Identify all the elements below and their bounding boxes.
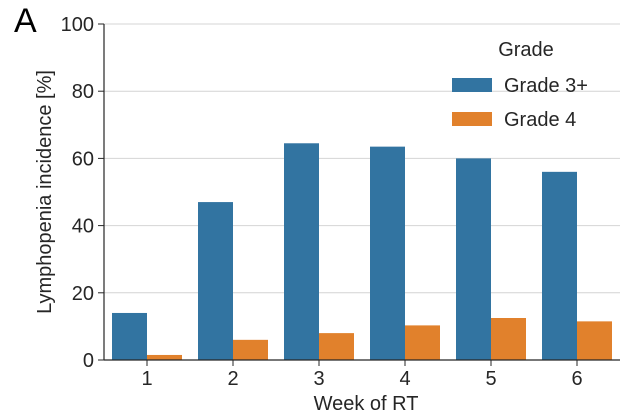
bar-grade4-week2: [233, 339, 268, 360]
y-tick-label: 60: [72, 148, 94, 170]
bar-grade4-week6: [577, 321, 612, 360]
y-axis-label: Lymphopenia incidence [%]: [34, 70, 56, 314]
bar-grade4-week4: [405, 325, 440, 360]
legend-label: Grade 3+: [504, 75, 588, 97]
y-tick-label: 0: [83, 350, 94, 372]
legend: Grade Grade 3+ Grade 4: [452, 39, 588, 131]
x-tick-label: 5: [485, 368, 496, 390]
legend-title: Grade: [498, 39, 554, 61]
x-axis-label: Week of RT: [314, 393, 419, 415]
legend-swatch: [452, 78, 492, 92]
x-tick-label: 1: [141, 368, 152, 390]
x-tick-label: 3: [313, 368, 324, 390]
x-tick-label: 6: [571, 368, 582, 390]
y-tick-label: 100: [61, 14, 94, 36]
bar-grade3plus-week5: [456, 158, 491, 360]
bars: [112, 143, 612, 360]
axes: 0 20 40 60 80 100 1 2 3 4 5 6 Week of RT Lymphopenia …: [34, 14, 620, 415]
legend-swatch: [452, 112, 492, 126]
bar-grade3plus-week2: [198, 202, 233, 360]
gridlines: [104, 23, 620, 294]
y-tick-label: 40: [72, 216, 94, 238]
bar-grade4-week1: [147, 354, 182, 360]
bar-grade3plus-week1: [112, 312, 147, 360]
bar-grade3plus-week3: [284, 143, 319, 360]
bar-grade3plus-week6: [542, 171, 577, 360]
x-tick-label: 2: [227, 368, 238, 390]
bar-grade4-week5: [491, 318, 526, 360]
y-tick-label: 20: [72, 283, 94, 305]
bar-grade3plus-week4: [370, 146, 405, 360]
bar-grade4-week3: [319, 333, 354, 360]
panel-label: A: [14, 2, 37, 40]
x-tick-label: 4: [399, 368, 410, 390]
legend-label: Grade 4: [504, 109, 576, 131]
y-tick-label: 80: [72, 81, 94, 103]
